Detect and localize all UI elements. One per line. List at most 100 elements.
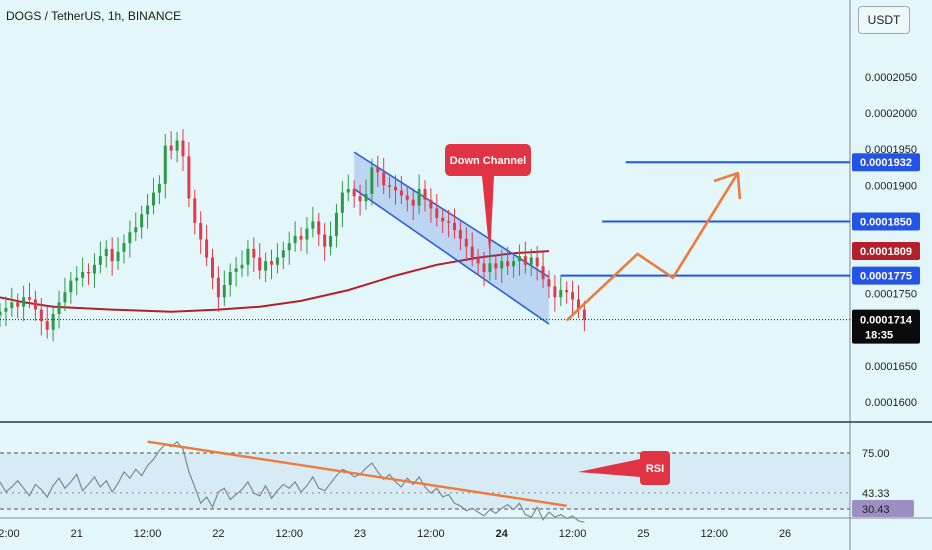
candle-body [281,250,285,258]
candle-body [494,263,498,269]
candle-body [63,292,67,303]
candle-body [541,266,545,280]
currency-unit-button[interactable]: USDT [858,6,910,34]
down-channel-fill [354,152,549,324]
candle-body [547,279,551,287]
candle-body [299,235,303,240]
time-tick-label: 12:00 [700,528,728,540]
candle-body [98,256,102,265]
candle-body [275,257,279,265]
candle-body [39,309,43,322]
rsi-line [0,440,585,523]
candle-body [364,194,368,202]
time-tick-label: 12:00 [134,528,162,540]
candle-body [435,208,439,218]
candle-body [33,299,37,310]
candle-body [476,257,480,264]
candle-body [287,243,291,251]
last-price-tag-bg [852,309,920,344]
time-tick-label: 12:00 [559,528,587,540]
candle-body [441,217,445,222]
candle-body [346,188,350,193]
candle-body [411,199,415,206]
price-tick-label: 0.0002000 [865,108,917,120]
candle-body [146,205,150,215]
candle-body [151,192,155,206]
candle-body [388,185,392,187]
ma-value-tag-bg [852,242,920,261]
candle-body [376,167,380,173]
candle-body [399,190,403,196]
candle-body [352,188,356,197]
candle-body [571,292,575,300]
level-tag-1932-bg [852,153,920,172]
candle-body [169,145,173,151]
candle-body [205,239,209,258]
level-tag-1932: 0.0001932 [860,157,912,169]
candle-body [393,186,397,191]
rsi-callout-shape [578,451,670,485]
candle-body [116,251,120,262]
candle-body [175,140,179,151]
candle-body [234,268,238,272]
candle-body [87,272,91,274]
price-tick-label: 0.0001600 [865,397,917,409]
candle-body [270,261,274,265]
candle-body [323,234,327,247]
candle-body [252,248,256,258]
time-tick-label: 25 [637,528,649,540]
rsi-value-tag-bg [852,500,914,517]
candle-body [157,183,161,193]
candle-body [222,285,226,298]
candle-body [417,188,421,206]
candle-body [193,198,197,223]
candle-body [264,261,268,271]
candle-body [464,238,468,247]
candle-body [69,280,73,293]
candle-body [293,235,297,244]
last-price-tag: 0.0001714 [860,315,913,327]
candle-body [506,261,510,267]
candle-body [81,272,85,278]
candle-body [405,195,409,200]
moving-average-line [0,250,550,313]
candle-body [500,261,504,269]
candle-body [181,140,185,157]
candle-body [92,264,96,274]
candle-body [57,302,61,314]
candle-body [482,263,486,272]
candle-body [565,290,569,293]
level-tag-1850-bg [852,212,920,231]
candle-body [423,188,427,200]
candle-body [211,257,214,278]
candle-body [329,235,333,247]
projection-path [565,172,739,322]
channel-upper-line [353,151,550,278]
ma-value-tag: 0.0001809 [860,246,912,258]
candle-body [370,167,374,194]
level-tag-1850: 0.0001850 [860,216,912,228]
candle-body [334,212,338,236]
candle-body [512,261,516,267]
rsi-tick-label: 43.33 [862,488,890,500]
price-tick-label: 0.0001750 [865,289,917,301]
price-tick-label: 0.0001650 [865,361,917,373]
candle-body [517,256,521,262]
candle-body [358,196,362,202]
level-tag-1775-bg [852,266,920,285]
callout-shape [445,144,531,258]
candle-body [535,257,539,267]
candle-body [45,321,49,330]
candle-body [529,257,533,265]
candle-body [340,192,344,213]
candle-body [0,311,2,316]
rsi-callout-label: RSI [646,463,664,475]
candle-body [453,222,457,231]
candle-body [382,172,386,186]
candle-body [240,264,244,269]
callout-label: Down Channel [450,155,526,167]
time-tick-label: 24 [496,528,509,540]
candle-body [22,297,26,307]
